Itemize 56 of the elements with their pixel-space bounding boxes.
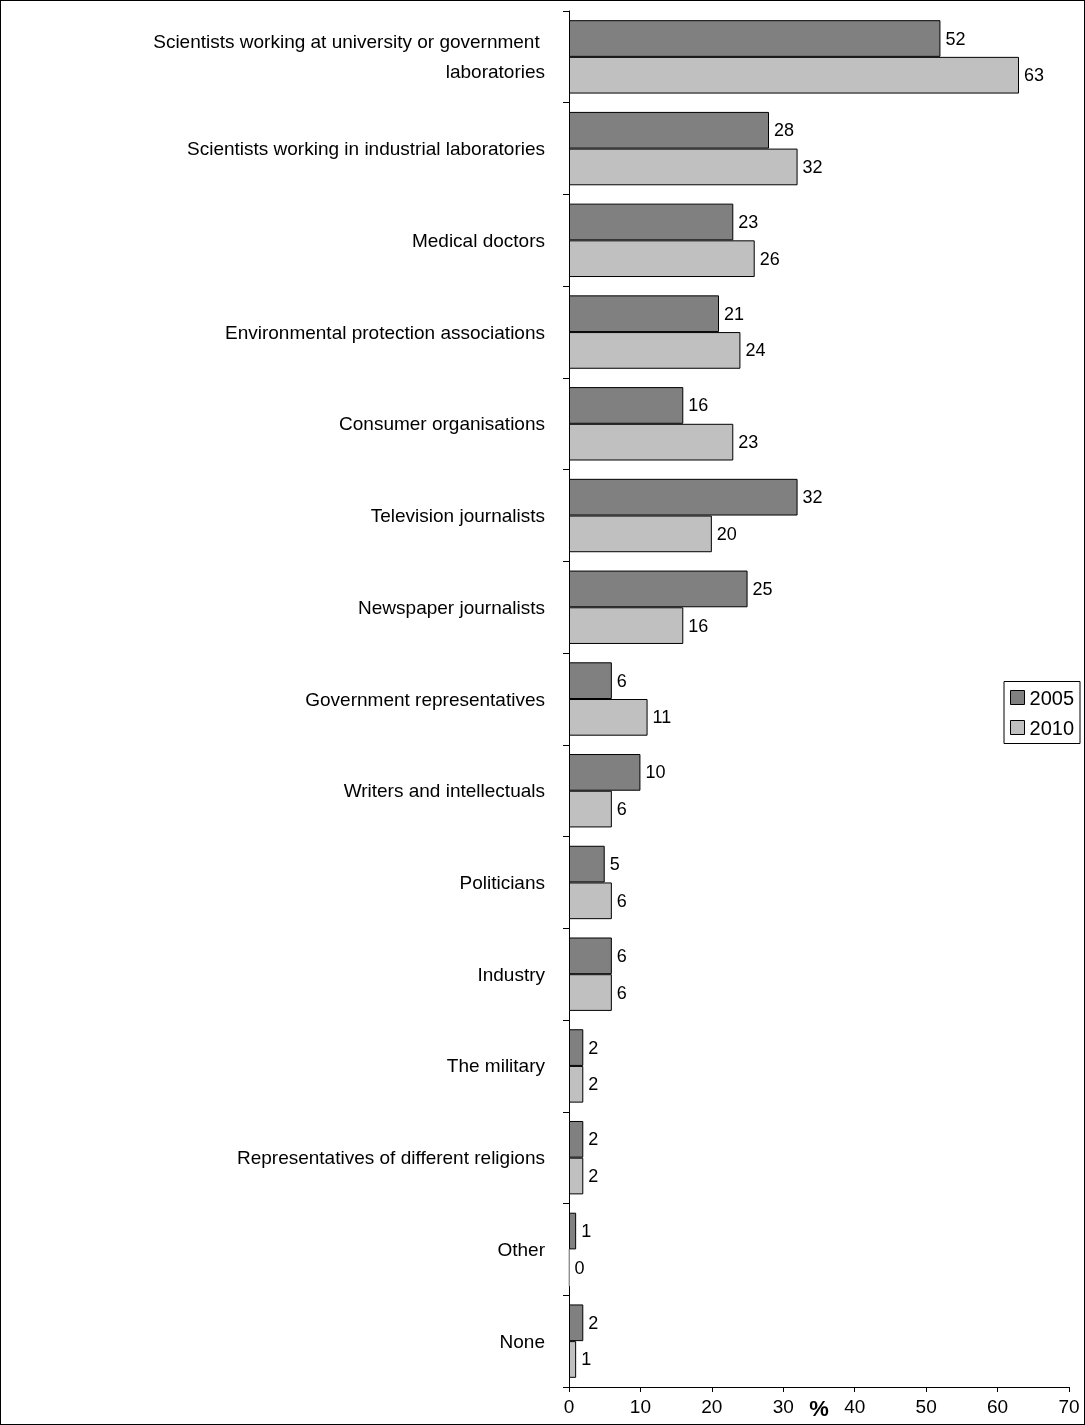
- data-label: 28: [774, 120, 795, 141]
- data-label: 11: [652, 707, 672, 728]
- y-tick-label: Other: [497, 1238, 546, 1260]
- data-label: 21: [724, 303, 745, 324]
- x-tick-label: 0: [563, 1396, 575, 1417]
- data-label: 26: [759, 248, 780, 269]
- y-tick-label: Writers and intellectuals: [343, 780, 545, 802]
- x-tick-label: 20: [701, 1396, 723, 1417]
- y-tick-label: Politicians: [459, 871, 545, 893]
- x-tick-label: 10: [629, 1396, 651, 1417]
- y-tick-label: Scientists working at university or government laboratories: [153, 31, 545, 83]
- data-label: 2: [588, 1074, 599, 1095]
- x-tick-label: 30: [772, 1396, 794, 1417]
- y-tick-label: Newspaper journalists: [358, 596, 545, 618]
- data-label: 16: [688, 395, 709, 416]
- data-label: 2: [588, 1312, 599, 1333]
- y-tick-label: Television journalists: [370, 505, 545, 527]
- data-label: 63: [1024, 65, 1045, 86]
- data-label: 2: [588, 1129, 599, 1150]
- data-label: 0: [574, 1257, 585, 1278]
- data-label: 16: [688, 615, 709, 636]
- legend-label: 2005: [1029, 686, 1075, 709]
- y-tick-label: Industry: [477, 963, 546, 985]
- y-tick-label: Medical doctors: [411, 229, 545, 251]
- data-label: 20: [716, 523, 737, 544]
- y-tick-label: None: [499, 1330, 545, 1352]
- legend-label: 2010: [1029, 716, 1075, 739]
- y-tick-label: The military: [446, 1055, 546, 1077]
- data-label: 23: [738, 211, 759, 232]
- data-label: 1: [581, 1221, 592, 1242]
- data-label: 1: [581, 1349, 592, 1370]
- data-label: 2: [588, 1037, 599, 1058]
- y-tick-label: Environmental protection associations: [224, 321, 545, 343]
- x-tick-label: 50: [915, 1396, 937, 1417]
- x-tick-label: 40: [844, 1396, 866, 1417]
- x-tick-label: 70: [1058, 1396, 1080, 1417]
- data-label: 10: [645, 762, 666, 783]
- data-label: 32: [802, 156, 823, 177]
- data-label: 25: [752, 578, 773, 599]
- y-tick-label: Government representatives: [305, 688, 545, 710]
- data-label: 5: [609, 854, 620, 875]
- data-label: 52: [945, 28, 966, 49]
- data-label: 23: [738, 432, 759, 453]
- x-tick-label: 60: [987, 1396, 1009, 1417]
- y-tick-label: Consumer organisations: [339, 413, 545, 435]
- data-label: 24: [745, 340, 766, 361]
- x-axis-title: %: [809, 1395, 829, 1421]
- y-tick-label: Representatives of different religions: [236, 1147, 545, 1169]
- data-label: 6: [616, 799, 627, 820]
- data-label: 6: [616, 670, 627, 691]
- data-label: 6: [616, 945, 627, 966]
- data-label: 6: [616, 890, 627, 911]
- data-label: 2: [588, 1166, 599, 1187]
- y-tick-label: Scientists working in industrial laboratories: [187, 138, 545, 160]
- data-label: 32: [802, 487, 823, 508]
- data-label: 6: [616, 982, 627, 1003]
